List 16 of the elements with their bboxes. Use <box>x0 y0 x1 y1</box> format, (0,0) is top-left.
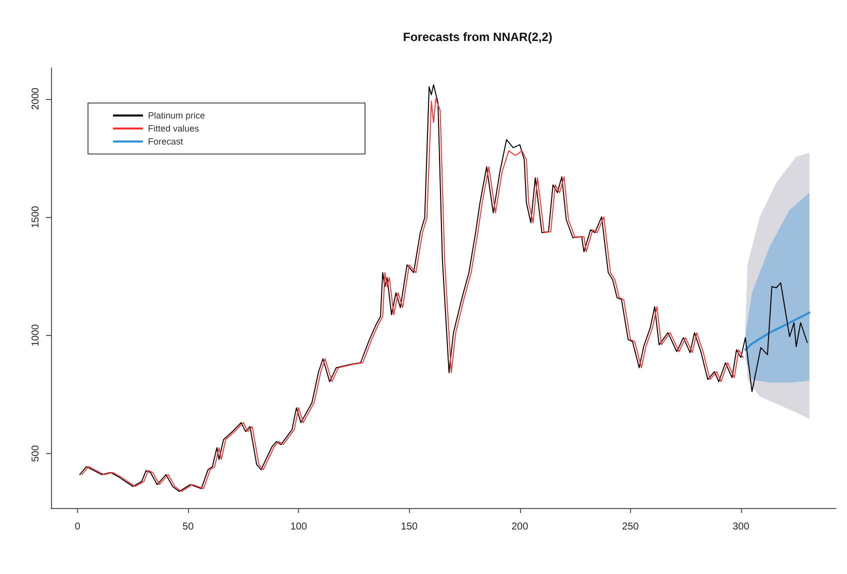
y-tick-label: 1000 <box>30 324 42 346</box>
chart-title: Forecasts from NNAR(2,2) <box>403 30 552 44</box>
legend-label: Fitted values <box>148 124 200 134</box>
legend-label: Forecast <box>148 136 184 146</box>
x-tick-label: 100 <box>290 522 308 532</box>
x-tick-label: 300 <box>732 522 750 532</box>
x-tick-label: 200 <box>511 522 529 532</box>
x-tick-label: 0 <box>74 522 81 532</box>
x-tick-label: 250 <box>622 522 640 532</box>
line-series <box>744 312 810 351</box>
y-tick-label: 1500 <box>30 205 42 228</box>
y-tick-label: 2000 <box>30 87 42 110</box>
y-tick-label: 500 <box>30 444 42 462</box>
x-tick-label: 150 <box>400 522 418 532</box>
legend-label: Platinum price <box>148 110 206 120</box>
x-tick-label: 50 <box>182 522 194 532</box>
